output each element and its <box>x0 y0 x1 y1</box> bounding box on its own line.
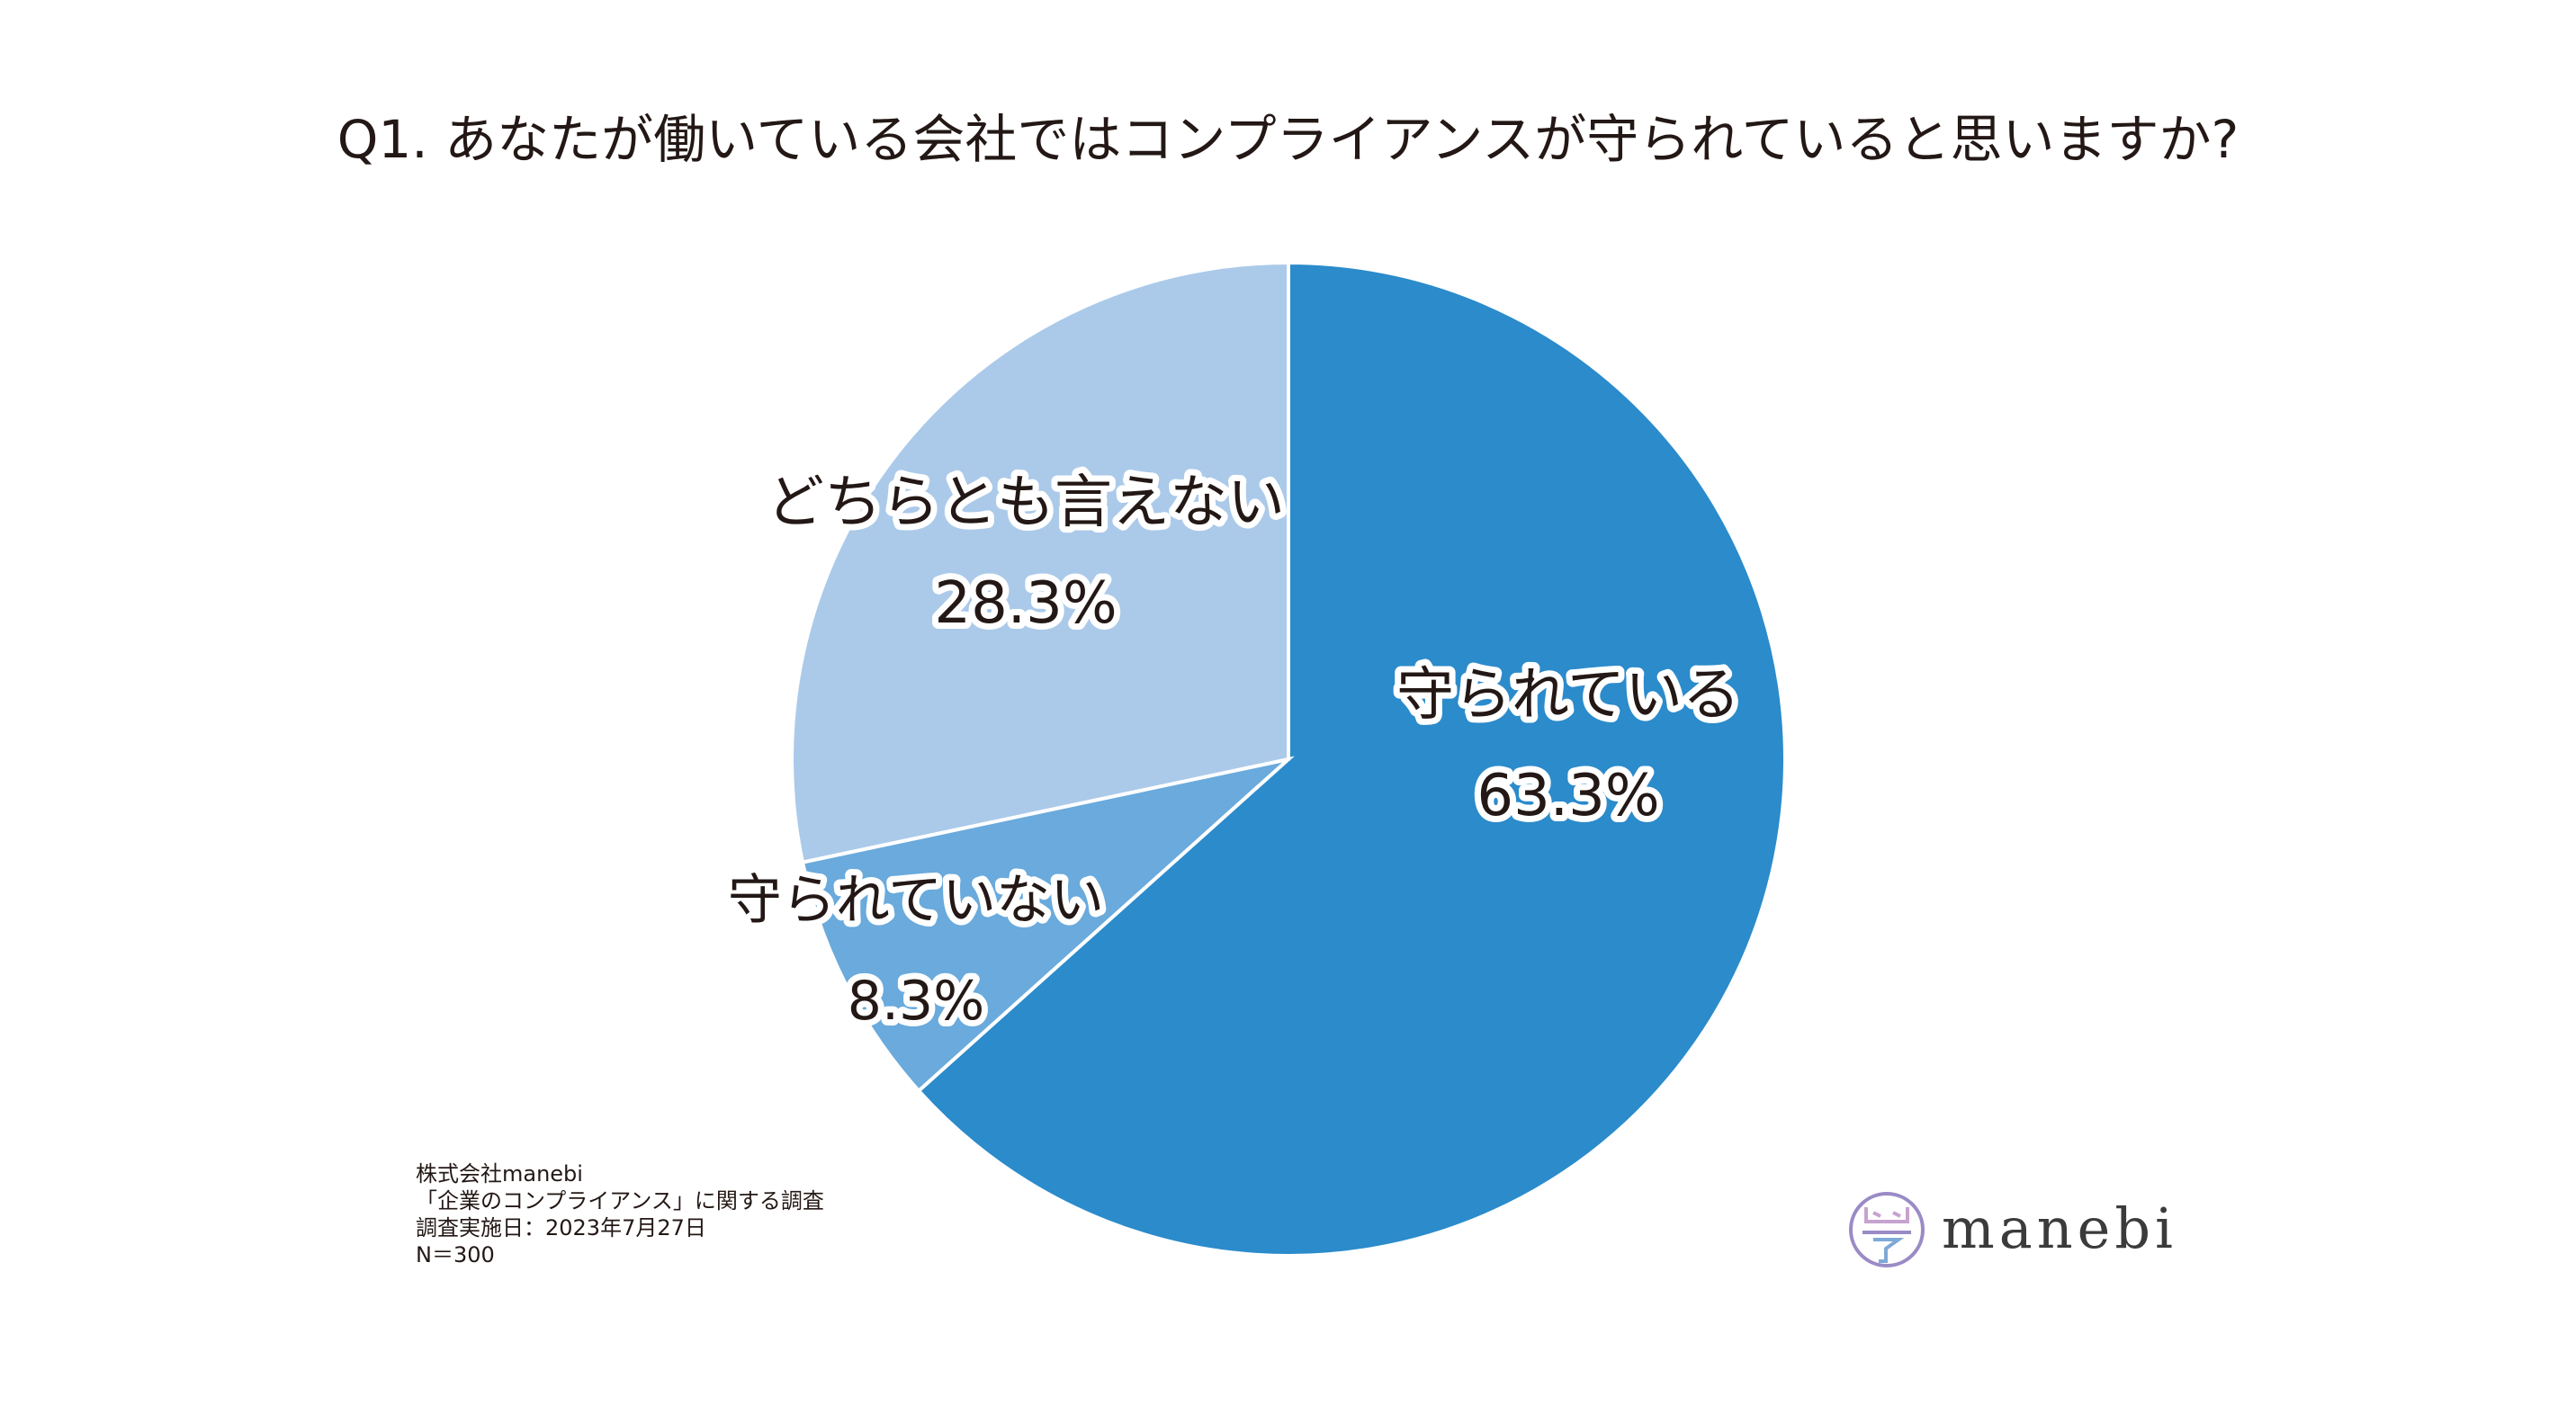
slice-value-neither: 28.3% <box>934 570 1117 637</box>
footnote-sample-size: N＝300 <box>416 1242 495 1267</box>
slice-label-not-protected: 守られていない <box>728 869 1104 932</box>
footnote-company: 株式会社manebi <box>416 1161 583 1187</box>
pie-slices <box>789 260 1787 1258</box>
pie-slice-not-protected <box>800 756 1295 1094</box>
manebi-logo-text: manebi <box>1942 1196 2177 1261</box>
slice-label-protected: 守られている <box>1396 662 1740 729</box>
pie-labels: 守られている 63.3% 守られていない 8.3% どちらとも言えない 28.3% <box>722 463 1746 1039</box>
slice-value-not-protected: 8.3% <box>848 970 984 1033</box>
manebi-logo: manebi <box>1846 1189 2206 1279</box>
pie-slice-neither <box>789 260 1290 864</box>
chart-title: Q1. あなたが働いている会社ではコンプライアンスが守られていると思いますか? <box>337 109 2239 170</box>
slice-value-protected: 63.3% <box>1476 763 1659 829</box>
survey-footnote: 株式会社manebi 「企業のコンプライアンス」に関する調査 調査実施日：202… <box>416 1160 824 1268</box>
manebi-logo-icon <box>1849 1192 1925 1267</box>
pie-slice-protected <box>916 260 1787 1258</box>
footnote-survey: 「企業のコンプライアンス」に関する調査 <box>416 1188 824 1213</box>
slice-label-neither: どちらとも言えない <box>767 470 1285 536</box>
footnote-date: 調査実施日：2023年7月27日 <box>416 1215 706 1240</box>
